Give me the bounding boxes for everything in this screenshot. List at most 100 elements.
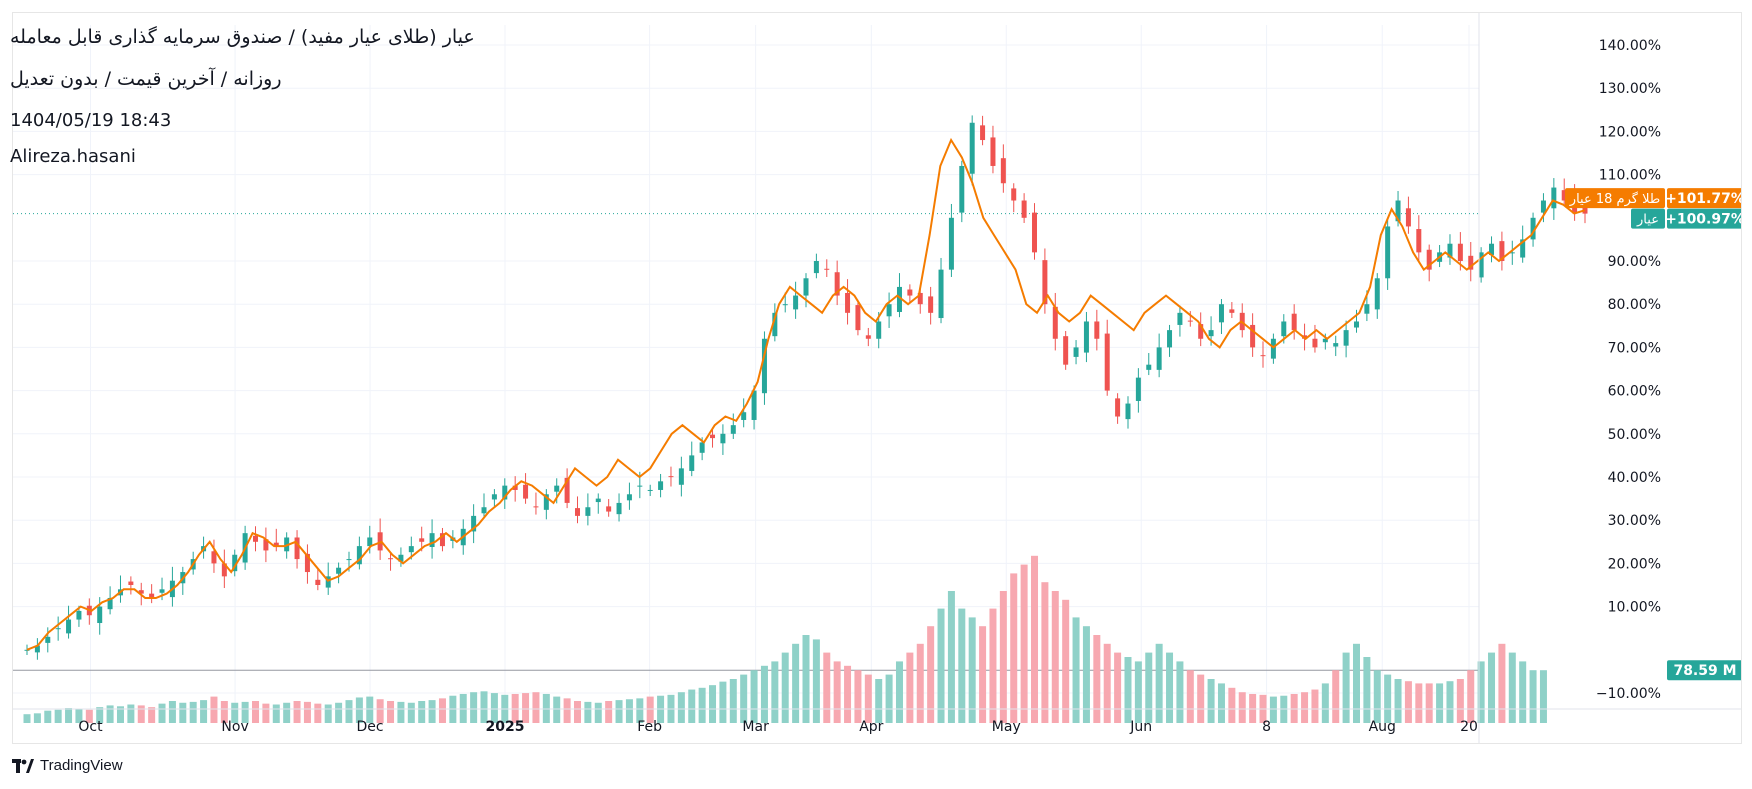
volume-bar [916, 643, 924, 723]
volume-bar [210, 696, 218, 723]
chart-subtitle: روزانه / آخرین قیمت / بدون تعدیل [10, 68, 282, 90]
x-tick-label: Feb [637, 719, 662, 735]
volume-bar [1217, 683, 1225, 723]
candle-body [159, 589, 165, 593]
candle-body [772, 312, 778, 337]
time-axis[interactable]: Oct Nov Dec 2025 Feb Mar Apr May Jun 8 Aug 20 [13, 708, 1741, 735]
tradingview-logo[interactable]: TradingView [12, 757, 123, 774]
candle-body [263, 539, 269, 551]
ayar-series-name: عیار [1636, 213, 1659, 228]
candle-body [1032, 212, 1038, 253]
volume-bar [844, 665, 852, 723]
candle-body [1468, 255, 1474, 270]
volume-bar [1363, 657, 1371, 723]
candle-body [502, 485, 508, 500]
candle-body [211, 551, 217, 564]
volume-bar [906, 652, 914, 723]
volume-bar [1134, 661, 1142, 723]
candle-body [990, 137, 996, 166]
candle-body [76, 610, 82, 620]
y-tick-label: 120.00% [1599, 124, 1661, 140]
volume-bar [231, 702, 239, 723]
candle-body [408, 546, 414, 553]
volume-bar [1010, 573, 1018, 723]
candle-body [813, 261, 819, 274]
candle-body [491, 494, 497, 500]
candle-body [969, 122, 975, 174]
volume-bar [625, 699, 633, 723]
candle-body [128, 581, 134, 585]
candle-body [55, 628, 61, 630]
candle-body [616, 502, 622, 515]
candle-body [138, 590, 144, 594]
volume-last-bg [1667, 660, 1741, 681]
x-tick-label: Jun [1129, 719, 1152, 735]
candle-body [346, 559, 352, 561]
candle-body [1333, 343, 1339, 347]
price-axis[interactable]: 140.00% 130.00% 120.00% 110.00% 90.00% 80.00%… [1478, 13, 1661, 743]
gold-last-value-bg [1667, 188, 1741, 209]
y-tick-label: 70.00% [1608, 340, 1661, 356]
volume-bar [885, 674, 893, 723]
volume-bar [470, 692, 478, 723]
volume-bar [1425, 683, 1433, 723]
candle-body [1073, 347, 1079, 357]
volume-bar [1311, 689, 1319, 723]
chart-frame: 140.00% 130.00% 120.00% 110.00% 90.00% 80.00%… [12, 12, 1742, 744]
volume-bar [563, 698, 571, 723]
volume-bar [303, 701, 311, 723]
volume-bar [522, 693, 530, 723]
candle-body [1218, 304, 1224, 323]
volume-bar [1539, 670, 1547, 723]
candle-body [1561, 190, 1567, 201]
candle-body [824, 268, 830, 270]
candle-body [1125, 403, 1131, 420]
candle-body [668, 476, 674, 478]
candle-body [97, 606, 103, 624]
candle-body [761, 338, 767, 394]
volume-bar [1373, 670, 1381, 723]
volume-bar [594, 702, 602, 723]
candle-body [938, 269, 944, 319]
candle-body [1115, 398, 1121, 417]
candle-body [523, 484, 529, 499]
candle-body [1551, 187, 1557, 209]
candle-body [1187, 320, 1193, 322]
volume-bar [1197, 674, 1205, 723]
candle-body [1343, 330, 1349, 346]
volume-bar [553, 696, 561, 723]
candle-body [917, 292, 923, 305]
gold-series-name-bg [1565, 188, 1665, 209]
volume-bar [1519, 661, 1527, 723]
candle-body [637, 485, 643, 487]
candle-body [471, 515, 477, 532]
volume-bar [438, 698, 446, 723]
y-tick-label: 80.00% [1608, 297, 1661, 313]
candle-body [356, 546, 362, 565]
y-tick-label: 50.00% [1608, 427, 1661, 443]
price-chart[interactable]: 140.00% 130.00% 120.00% 110.00% 90.00% 80.00%… [13, 13, 1741, 743]
candle-body [533, 506, 539, 508]
candle-body [481, 507, 487, 514]
volume-bar [241, 701, 249, 723]
candle-body [398, 554, 404, 562]
candle-body [1229, 309, 1235, 313]
candle-body [1426, 249, 1432, 270]
volume-bar [875, 679, 883, 723]
volume-bar [823, 652, 831, 723]
volume-bar [1082, 626, 1090, 723]
candle-body [689, 455, 695, 471]
volume-bar [54, 709, 62, 723]
volume-bar [1228, 687, 1236, 723]
tradingview-icon [12, 758, 34, 773]
chart-datetime: 1404/05/19 18:43 [10, 110, 172, 131]
volume-bar [137, 705, 145, 723]
y-tick-label: 140.00% [1599, 38, 1661, 54]
volume-bar [937, 608, 945, 723]
candle-body [1083, 321, 1089, 353]
candle-body [876, 321, 882, 339]
candle-body [1250, 324, 1256, 348]
volume-bar [1488, 652, 1496, 723]
volume-bar [771, 661, 779, 723]
candle-body [948, 217, 954, 270]
